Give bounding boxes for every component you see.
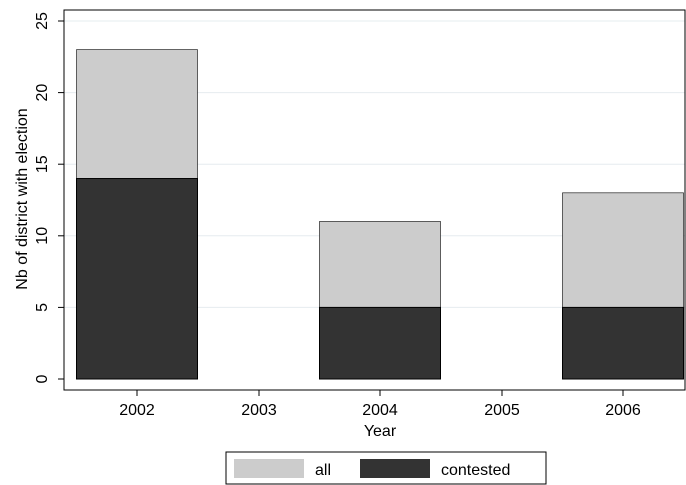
x-tick-label: 2002 (119, 402, 155, 419)
axes (63, 9, 686, 391)
y-tick-label: 15 (34, 155, 51, 173)
x-tick-label: 2006 (605, 402, 641, 419)
y-tick-label: 25 (34, 12, 51, 30)
ticks: 0 5 10 15 20 25 2002 2003 2004 2005 2006 (34, 12, 641, 419)
bars (76, 49, 684, 380)
legend: all contested (225, 451, 547, 485)
bar-contested-2006 (562, 306, 684, 380)
x-tick-label: 2004 (362, 402, 398, 419)
bar-contested-2004 (319, 306, 441, 380)
x-tick-label: 2005 (484, 402, 520, 419)
y-tick-label: 20 (34, 84, 51, 102)
y-axis-title: Nb of district with election (14, 108, 31, 289)
x-tick-label: 2003 (241, 402, 277, 419)
legend-label-all: all (315, 462, 331, 479)
legend-swatch-contested (360, 459, 430, 478)
x-axis-title: Year (364, 423, 397, 440)
legend-label-contested: contested (441, 462, 510, 479)
legend-swatch-all (234, 459, 304, 478)
y-tick-label: 10 (34, 227, 51, 245)
y-tick-label: 5 (34, 303, 51, 312)
plot-frame (63, 9, 686, 391)
y-tick-label: 0 (34, 374, 51, 383)
bar-contested-2002 (76, 178, 198, 380)
